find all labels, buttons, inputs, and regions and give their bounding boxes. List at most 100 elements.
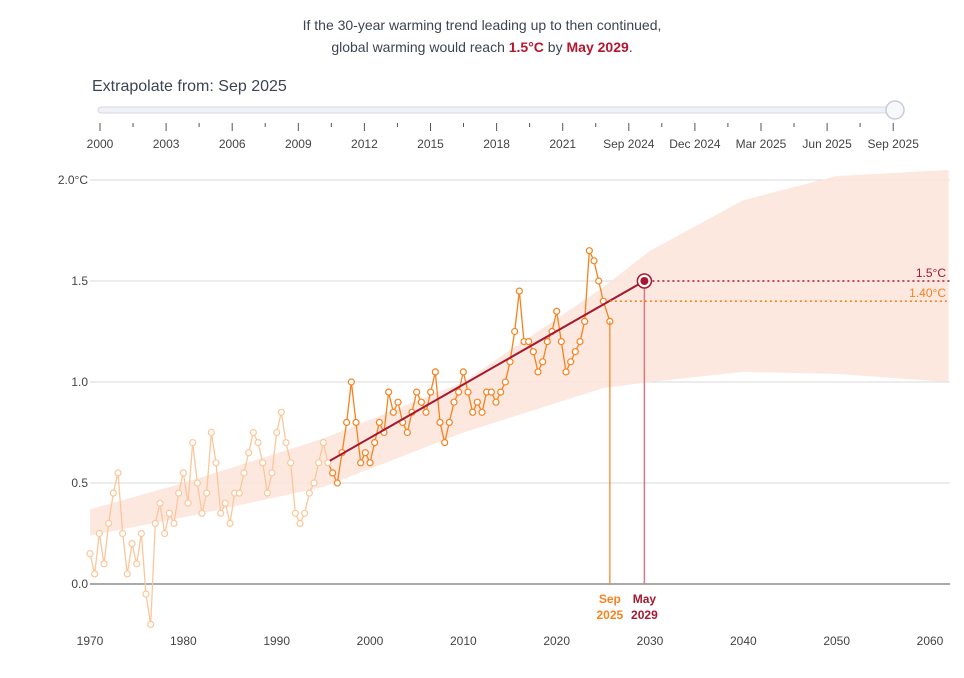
observed-point	[100, 560, 108, 568]
extrapolate-slider[interactable]: 2000 2003 2006 2009 2012 2015 2018 2021 Sep 2024…	[0, 0, 964, 160]
observed-point	[268, 469, 276, 477]
observed-segment	[290, 462, 296, 514]
observed-point	[235, 489, 243, 497]
observed-segment	[355, 422, 362, 463]
observed-point	[105, 519, 113, 528]
observed-point	[109, 489, 117, 497]
observed-point	[450, 398, 458, 406]
observed-point	[553, 307, 561, 315]
observed-point	[375, 418, 383, 426]
observed-point	[427, 388, 435, 396]
marker-label-month: Sep	[599, 592, 621, 606]
observed-point	[203, 489, 211, 497]
headline: If the 30-year warming trend leading up …	[0, 14, 964, 58]
observed-segment	[262, 462, 268, 494]
observed-point	[357, 459, 365, 467]
observed-segment	[556, 311, 562, 342]
observed-point	[445, 418, 453, 426]
observed-point	[455, 388, 463, 396]
observed-segment	[346, 381, 352, 423]
headline-line2: global warming would reach 1.5°C by May …	[0, 36, 964, 58]
observed-point	[347, 378, 355, 386]
observed-point	[464, 388, 472, 396]
observed-segment	[103, 523, 110, 564]
y-tick-label: 0.5	[71, 476, 88, 490]
observed-point	[543, 338, 551, 346]
slider-tick-label: 2000	[87, 137, 114, 151]
x-tick-label: 2050	[823, 634, 850, 648]
observed-point	[441, 439, 449, 447]
headline-suffix: .	[628, 39, 633, 55]
observed-point	[86, 550, 94, 558]
observed-segment	[187, 442, 194, 504]
observed-point	[156, 499, 164, 507]
observed-point	[576, 338, 584, 346]
x-tick-label: 2030	[637, 634, 664, 648]
observed-segment	[350, 381, 357, 423]
observed-point	[333, 479, 341, 487]
observed-segment	[336, 452, 343, 484]
observed-point	[151, 519, 159, 528]
slider-tick-label: 2015	[417, 137, 444, 151]
observed-point	[263, 489, 271, 497]
observed-point	[590, 257, 598, 265]
observed-point	[497, 388, 505, 396]
observed-segment	[434, 371, 441, 423]
observed-segment	[182, 472, 189, 504]
observed-point	[319, 439, 327, 447]
observed-point	[245, 449, 253, 457]
observed-point	[175, 489, 183, 497]
observed-point	[259, 459, 267, 467]
x-tick-label: 2020	[543, 634, 570, 648]
slider-tick-label: Sep 2024	[603, 137, 655, 151]
observed-point	[352, 418, 360, 426]
observed-point	[291, 509, 299, 517]
headline-line1: If the 30-year warming trend leading up …	[302, 17, 662, 33]
observed-point	[403, 428, 411, 437]
observed-segment	[94, 533, 100, 574]
observed-point	[385, 388, 393, 396]
slider-tick-label: 2003	[153, 137, 180, 151]
marker-label-year: 2029	[631, 608, 658, 622]
observed-point	[184, 499, 192, 507]
observed-segment	[122, 533, 128, 574]
observed-point	[371, 439, 379, 447]
observed-point	[361, 449, 369, 457]
observed-segment	[210, 432, 217, 463]
observed-point	[310, 479, 318, 487]
headline-target: 1.5°C	[508, 39, 544, 55]
observed-point	[198, 509, 206, 517]
x-tick-label: 2060	[917, 634, 944, 648]
observed-point	[422, 408, 430, 416]
observed-point	[193, 479, 201, 487]
observed-point	[595, 277, 603, 285]
observed-point	[240, 469, 248, 477]
observed-point	[170, 519, 178, 528]
observed-point	[212, 459, 220, 467]
observed-point	[557, 338, 565, 346]
slider-tick-label: 2012	[351, 137, 378, 151]
observed-point	[492, 398, 500, 406]
observed-point	[469, 408, 477, 416]
observed-point	[571, 348, 579, 356]
slider-tick-label: 2009	[285, 137, 312, 151]
observed-segment	[150, 523, 156, 625]
observed-segment	[117, 472, 124, 534]
observed-segment	[560, 341, 567, 372]
slider-knob[interactable]	[885, 100, 905, 120]
slider-label: Extrapolate from: Sep 2025	[92, 78, 287, 95]
marker-label-month: May	[633, 592, 657, 606]
observed-point	[296, 519, 304, 528]
observed-segment	[159, 503, 166, 534]
observed-point	[133, 560, 141, 568]
current-level-label: 1.40°C	[909, 286, 946, 300]
observed-point	[119, 529, 127, 538]
observed-point	[287, 459, 295, 467]
slider-tick-label: Sep 2025	[868, 137, 920, 151]
observed-segment	[126, 543, 133, 574]
observed-segment	[196, 482, 203, 514]
threshold-label: 1.5°C	[916, 266, 946, 280]
slider-tick-label: 2006	[219, 137, 246, 151]
